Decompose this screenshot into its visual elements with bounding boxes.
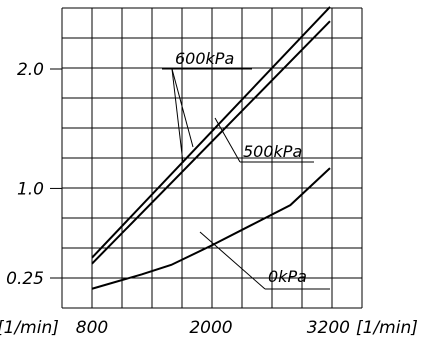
series-labels: 600kPa 500kPa 0kPa	[175, 49, 307, 286]
series-line-0kPa	[91, 167, 331, 290]
series-line-500kPa	[91, 20, 331, 265]
series-label-0kPa: 0kPa	[268, 267, 307, 286]
y-tick-label: 2.0	[17, 60, 44, 80]
series-leader-line	[199, 231, 266, 290]
y-tick-labels: 0.25 1.0 2.0	[6, 60, 62, 289]
series-leader-line	[171, 68, 194, 148]
series-label-600kPa: 600kPa	[175, 49, 234, 68]
series-leader-lines	[162, 68, 330, 290]
x-tick-labels: 800 2000 3200	[76, 318, 350, 338]
y-tick-label: 1.0	[17, 179, 44, 199]
series-line-600kPa	[91, 6, 331, 259]
series-leader-line	[171, 68, 184, 164]
y-tick-label: 0.25	[6, 269, 44, 289]
x-axis-unit-left: [1/min]	[0, 318, 59, 338]
x-tick-label: 800	[76, 318, 108, 338]
series-leader-line	[214, 117, 241, 163]
x-tick-label: 2000	[189, 318, 232, 338]
x-tick-label: 3200	[307, 318, 350, 338]
series-group	[91, 6, 331, 290]
x-axis-label: [1/min]	[356, 318, 418, 338]
grid	[61, 7, 363, 309]
series-label-500kPa: 500kPa	[243, 142, 302, 161]
